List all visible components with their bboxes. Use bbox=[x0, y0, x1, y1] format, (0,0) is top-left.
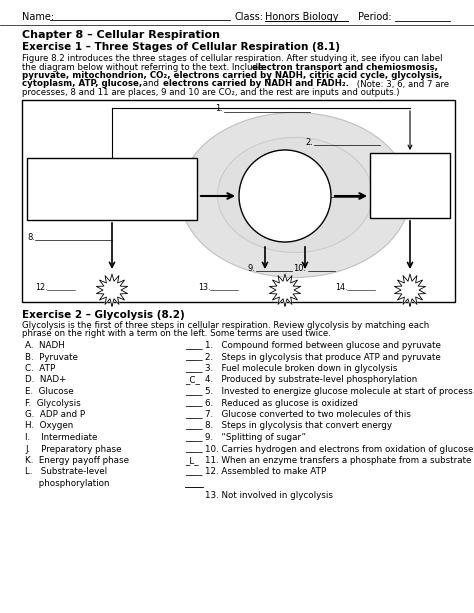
Text: L.   Substrate-level: L. Substrate-level bbox=[25, 468, 107, 476]
Text: ____: ____ bbox=[185, 387, 202, 396]
Text: Chapter 8 – Cellular Respiration: Chapter 8 – Cellular Respiration bbox=[22, 30, 220, 40]
Text: K.  Energy payoff phase: K. Energy payoff phase bbox=[25, 456, 129, 465]
Text: phrase on the right with a term on the left. Some terms are used twice.: phrase on the right with a term on the l… bbox=[22, 329, 331, 338]
Text: A.  NADH: A. NADH bbox=[25, 341, 65, 350]
Text: F.  Glycolysis: F. Glycolysis bbox=[25, 398, 81, 408]
Text: 1.   Compound formed between glucose and pyruvate: 1. Compound formed between glucose and p… bbox=[205, 341, 441, 350]
Text: the diagram below without referring to the text. Include: the diagram below without referring to t… bbox=[22, 63, 266, 72]
Text: 13.: 13. bbox=[198, 283, 210, 292]
Text: processes, 8 and 11 are places, 9 and 10 are CO₂, and the rest are inputs and ou: processes, 8 and 11 are places, 9 and 10… bbox=[22, 88, 400, 97]
Polygon shape bbox=[96, 274, 128, 306]
Text: 7.   Glucose converted to two molecules of this: 7. Glucose converted to two molecules of… bbox=[205, 410, 411, 419]
Text: 6.: 6. bbox=[255, 191, 263, 200]
Text: Name:: Name: bbox=[22, 12, 54, 22]
Text: ____: ____ bbox=[185, 341, 202, 350]
Text: cytoplasm, ATP, glucose,: cytoplasm, ATP, glucose, bbox=[22, 80, 142, 88]
Text: Class:: Class: bbox=[235, 12, 264, 22]
Text: 9.   “Splitting of sugar”: 9. “Splitting of sugar” bbox=[205, 433, 306, 442]
Text: electron transport and chemiosmosis,: electron transport and chemiosmosis, bbox=[252, 63, 438, 72]
Text: Glycolysis is the first of three steps in cellular respiration. Review glycolysi: Glycolysis is the first of three steps i… bbox=[22, 321, 429, 330]
Text: 6.   Reduced as glucose is oxidized: 6. Reduced as glucose is oxidized bbox=[205, 398, 358, 408]
Text: 12.: 12. bbox=[35, 283, 47, 292]
Text: 1.: 1. bbox=[215, 104, 223, 113]
Text: C.  ATP: C. ATP bbox=[25, 364, 55, 373]
Text: 2.   Steps in glycolysis that produce ATP and pyruvate: 2. Steps in glycolysis that produce ATP … bbox=[205, 352, 441, 362]
Text: ____: ____ bbox=[185, 468, 202, 476]
Text: 12. Assembled to make ATP: 12. Assembled to make ATP bbox=[205, 468, 326, 476]
Text: pyruvate, mitochondrion, CO₂, electrons carried by NADH, citric acid cycle, glyc: pyruvate, mitochondrion, CO₂, electrons … bbox=[22, 71, 442, 80]
Text: 11. When an enzyme transfers a phosphate from a substrate to ADP: 11. When an enzyme transfers a phosphate… bbox=[205, 456, 474, 465]
Text: and: and bbox=[140, 80, 162, 88]
Text: ____: ____ bbox=[185, 410, 202, 419]
Text: Figure 8.2 introduces the three stages of cellular respiration. After studying i: Figure 8.2 introduces the three stages o… bbox=[22, 54, 443, 63]
Text: E.  Glucose: E. Glucose bbox=[25, 387, 73, 396]
Text: Exercise 2 – Glycolysis (8.2): Exercise 2 – Glycolysis (8.2) bbox=[22, 310, 185, 320]
Text: B.  Pyruvate: B. Pyruvate bbox=[25, 352, 78, 362]
Bar bbox=[370, 153, 450, 218]
Text: ____: ____ bbox=[185, 444, 202, 454]
Text: 13. Not involved in glycolysis: 13. Not involved in glycolysis bbox=[205, 490, 333, 500]
Text: 10. Carries hydrogen and electrons from oxidation of glucose: 10. Carries hydrogen and electrons from … bbox=[205, 444, 474, 454]
Text: _C_: _C_ bbox=[185, 376, 200, 384]
Text: J.    Preparatory phase: J. Preparatory phase bbox=[25, 444, 121, 454]
Text: ____: ____ bbox=[185, 422, 202, 430]
Text: 7.: 7. bbox=[375, 158, 383, 167]
Text: 4.   Produced by substrate-level phosphorylation: 4. Produced by substrate-level phosphory… bbox=[205, 376, 417, 384]
Text: ____: ____ bbox=[185, 398, 202, 408]
Text: 11.: 11. bbox=[315, 191, 328, 200]
Text: _L_: _L_ bbox=[185, 456, 199, 465]
Text: 9.: 9. bbox=[248, 264, 256, 273]
Text: (Note: 3, 6, and 7 are: (Note: 3, 6, and 7 are bbox=[354, 80, 449, 88]
Text: electrons carried by NADH and FADH₂.: electrons carried by NADH and FADH₂. bbox=[163, 80, 349, 88]
Text: ____: ____ bbox=[185, 352, 202, 362]
Text: 4.: 4. bbox=[32, 175, 40, 184]
Text: Honors Biology: Honors Biology bbox=[265, 12, 338, 22]
Text: D.  NAD+: D. NAD+ bbox=[25, 376, 66, 384]
Bar bbox=[22, 100, 455, 302]
Text: 3.   Fuel molecule broken down in glycolysis: 3. Fuel molecule broken down in glycolys… bbox=[205, 364, 397, 373]
Text: I.    Intermediate: I. Intermediate bbox=[25, 433, 97, 442]
Text: G.  ADP and P: G. ADP and P bbox=[25, 410, 85, 419]
Text: phosphorylation: phosphorylation bbox=[25, 479, 109, 488]
Text: ____: ____ bbox=[185, 364, 202, 373]
Circle shape bbox=[239, 150, 331, 242]
Bar bbox=[27, 158, 197, 220]
Text: Period:: Period: bbox=[358, 12, 392, 22]
Ellipse shape bbox=[180, 113, 410, 278]
Text: H.  Oxygen: H. Oxygen bbox=[25, 422, 73, 430]
Text: 3.: 3. bbox=[70, 163, 78, 172]
Text: 14.: 14. bbox=[335, 283, 347, 292]
Text: 2.: 2. bbox=[305, 138, 313, 147]
Text: 8.: 8. bbox=[27, 233, 35, 242]
Text: Exercise 1 – Three Stages of Cellular Respiration (8.1): Exercise 1 – Three Stages of Cellular Re… bbox=[22, 42, 340, 52]
Text: 8.   Steps in glycolysis that convert energy: 8. Steps in glycolysis that convert ener… bbox=[205, 422, 392, 430]
Ellipse shape bbox=[218, 137, 373, 253]
Text: 5.   Invested to energize glucose molecule at start of process: 5. Invested to energize glucose molecule… bbox=[205, 387, 473, 396]
Text: 10.: 10. bbox=[293, 264, 306, 273]
Polygon shape bbox=[269, 274, 301, 306]
Polygon shape bbox=[394, 274, 426, 306]
Text: 5.: 5. bbox=[152, 175, 160, 184]
Text: ____: ____ bbox=[185, 433, 202, 442]
